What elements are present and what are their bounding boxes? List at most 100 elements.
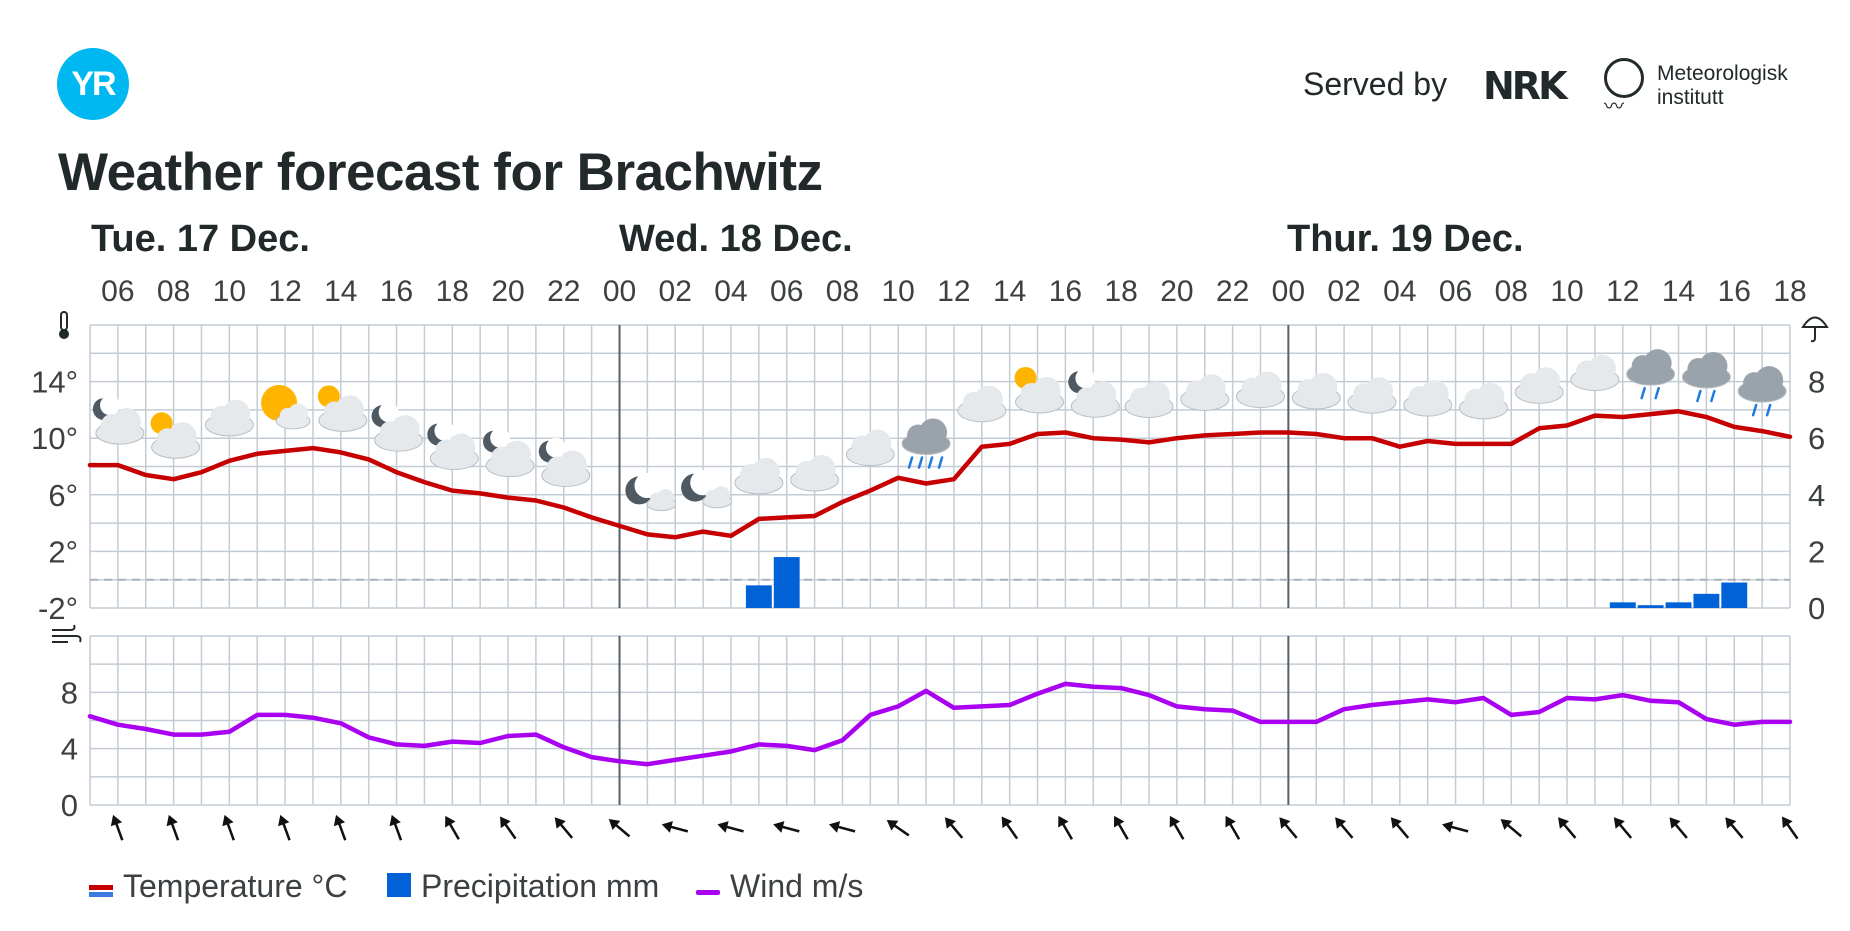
thermometer-bulb xyxy=(59,329,69,339)
arrow-head xyxy=(1613,817,1625,829)
yr-logo-text: YR xyxy=(71,64,116,103)
wind-direction-arrow-icon xyxy=(717,821,744,833)
wind-direction-arrow-icon xyxy=(1442,821,1469,833)
temperature-line xyxy=(87,409,1793,540)
umbrella-canopy xyxy=(1801,316,1829,328)
partly-cloudy-night-icon xyxy=(483,427,535,478)
met-institute-logo: Meteorologisk institutt xyxy=(1657,62,1788,110)
hour-tick-label: 14 xyxy=(324,275,357,308)
thermometer-stem xyxy=(60,311,68,331)
partly-cloudy-night-icon xyxy=(1068,368,1120,418)
partly-cloudy-day-icon xyxy=(317,385,368,432)
cloud-puff xyxy=(168,422,197,451)
cloud-puff xyxy=(863,429,892,458)
cloud-puff xyxy=(1253,371,1282,400)
precipitation-swatch-icon xyxy=(387,868,411,905)
wind-icon xyxy=(52,624,82,643)
precipitation-bar xyxy=(1609,602,1636,608)
cloud-puff xyxy=(1755,366,1784,395)
precipitation-bar xyxy=(1693,593,1720,608)
hour-tick-label: 14 xyxy=(1662,275,1695,308)
legend-temperature: Temperature °C xyxy=(89,868,347,905)
fair-night-icon xyxy=(681,470,733,509)
day-label-2: Wed. 18 Dec. xyxy=(619,218,853,260)
cloud-puff xyxy=(447,433,476,462)
wind-tick-label: 0 xyxy=(61,788,78,823)
arrow-head xyxy=(1279,817,1291,829)
thermometer-icon xyxy=(59,311,69,339)
arrow-head xyxy=(773,821,785,833)
cloud-puff xyxy=(288,403,308,424)
precipitation-tick-label: 4 xyxy=(1808,478,1825,513)
partly-cloudy-night-icon xyxy=(92,395,145,445)
wind-direction-arrow-icon xyxy=(222,814,235,841)
precipitation-bar xyxy=(1665,602,1692,608)
moon-cutout xyxy=(100,395,120,416)
cloud-puff xyxy=(112,408,141,437)
met-line-2: institutt xyxy=(1657,86,1724,109)
hour-tick-label: 06 xyxy=(1439,275,1472,308)
cloud-puff xyxy=(1587,354,1616,383)
cloudy-icon xyxy=(1403,380,1453,417)
cloud-puff xyxy=(919,418,948,447)
hour-tick-label: 06 xyxy=(770,275,803,308)
hour-tick-label: 02 xyxy=(1327,275,1360,308)
wind-direction-arrow-icon xyxy=(1500,819,1523,838)
legend-wind: Wind m/s xyxy=(696,868,863,905)
met-wave-icon: 〰 xyxy=(1604,96,1624,118)
rain-drop xyxy=(1654,386,1660,400)
cloud-puff xyxy=(558,450,587,479)
wind-direction-arrow-icon xyxy=(389,814,403,841)
wind-direction-arrow-icon xyxy=(554,817,574,839)
day-label-3: Thur. 19 Dec. xyxy=(1287,218,1524,260)
arrow-head xyxy=(608,819,621,831)
arrow-head xyxy=(1335,817,1347,829)
served-by-label: Served by xyxy=(1303,66,1448,102)
hour-tick-label: 22 xyxy=(1216,275,1249,308)
umbrella-icon xyxy=(1801,316,1829,343)
cloud-puff xyxy=(712,486,730,503)
cloudy-icon xyxy=(1235,371,1285,409)
arrow-head xyxy=(445,815,456,828)
partly-cloudy-day-icon xyxy=(1014,366,1065,414)
wind-swatch-icon xyxy=(696,868,720,905)
wind-direction-arrow-icon xyxy=(828,821,856,833)
hour-tick-label: 12 xyxy=(937,275,970,308)
page-title: Weather forecast for Brachwitz xyxy=(58,143,823,202)
day-label-1: Tue. 17 Dec. xyxy=(91,218,310,260)
hour-tick-label: 16 xyxy=(1049,275,1082,308)
rain-icon xyxy=(901,418,951,469)
arrow-head xyxy=(828,821,841,833)
wind-direction-arrow-icon xyxy=(608,819,631,838)
precipitation-tick-label: 2 xyxy=(1808,534,1825,569)
wind-direction-arrow-icon xyxy=(166,814,180,841)
arrow-head xyxy=(333,814,346,827)
hour-tick-label: 06 xyxy=(101,275,134,308)
wind-direction-arrow-icon xyxy=(1001,816,1019,840)
arrow-head xyxy=(554,817,566,829)
arrow-head xyxy=(1390,817,1402,829)
hour-tick-label: 18 xyxy=(1104,275,1137,308)
cloud-puff xyxy=(974,385,1003,414)
cloud-puff xyxy=(1032,376,1061,405)
cloudy-icon xyxy=(734,457,784,495)
moon-cutout xyxy=(545,437,566,458)
precipitation-tick-label: 8 xyxy=(1808,365,1825,400)
nrk-logo: NRK xyxy=(1483,64,1567,108)
cloudy-icon xyxy=(1347,377,1397,414)
cloud-puff xyxy=(1142,381,1171,410)
wind-icon-strokes xyxy=(52,624,82,643)
hour-tick-label: 10 xyxy=(1550,275,1583,308)
rain-drop xyxy=(1710,389,1716,403)
wind-direction-arrow-icon xyxy=(500,816,517,840)
arrow-head xyxy=(1669,817,1681,829)
wind-tick-label: 4 xyxy=(61,732,78,767)
hour-tick-label: 00 xyxy=(603,275,636,308)
wind-direction-arrow-icon xyxy=(1558,817,1577,839)
wind-direction-arrow-icon xyxy=(1725,817,1744,839)
cloud-puff xyxy=(391,415,420,444)
moon-cutout xyxy=(378,402,399,423)
fair-night-icon xyxy=(625,472,677,512)
cloudy-icon xyxy=(1570,354,1620,392)
light-rain-icon xyxy=(1681,351,1731,403)
